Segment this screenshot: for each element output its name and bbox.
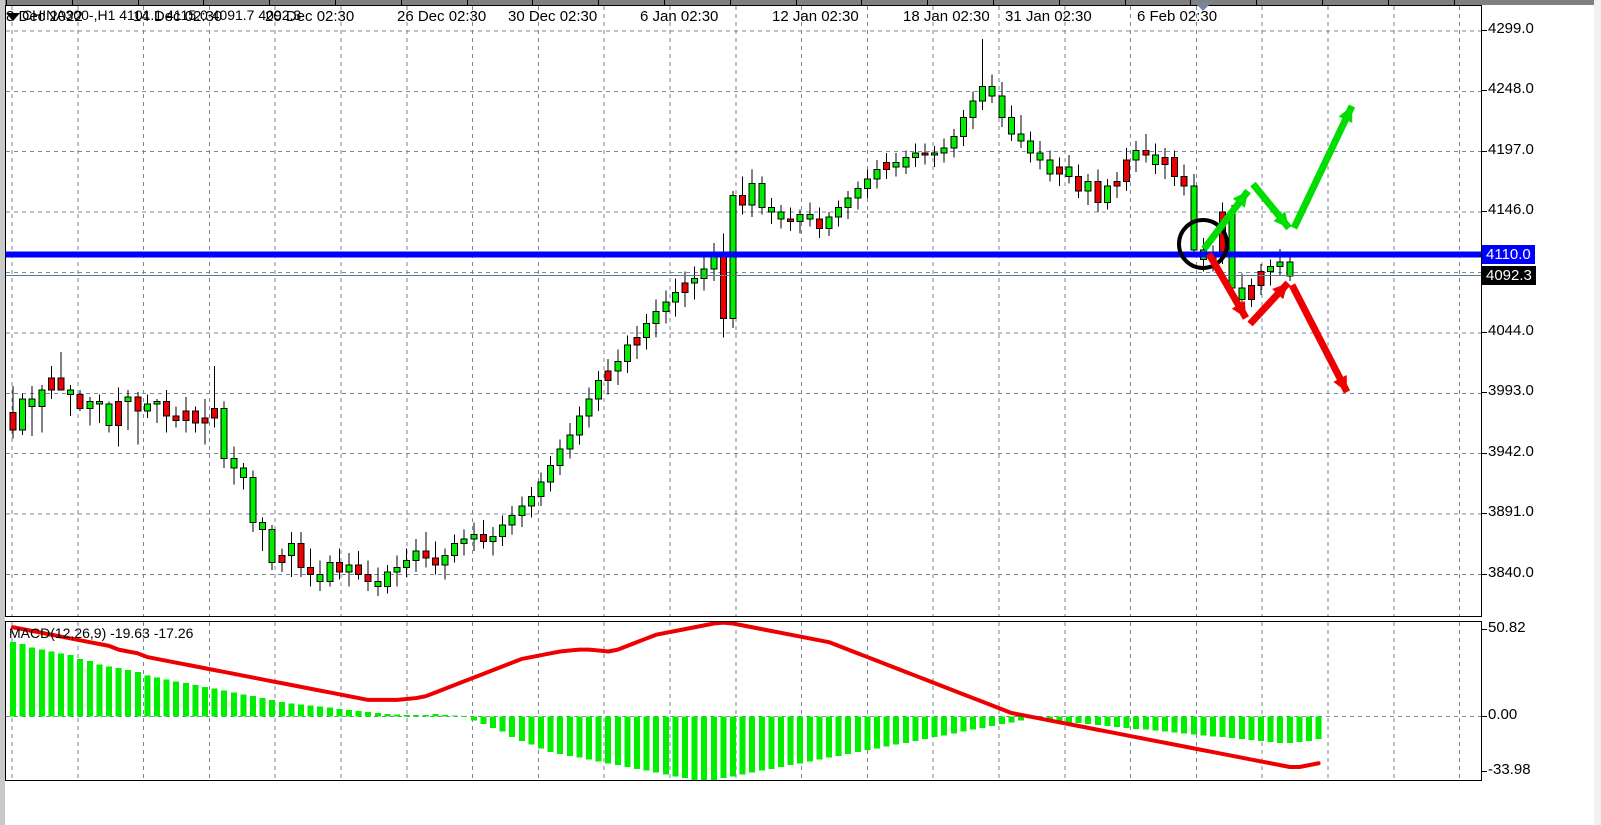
time-tick-mark: [6, 0, 7, 6]
price-tick-label: 4146.0: [1488, 201, 1534, 219]
time-tick-mark: [795, 0, 797, 6]
macd-tick-mark: [1482, 715, 1487, 717]
price-tick-mark: [1482, 331, 1487, 333]
time-tick-mark: [1058, 0, 1060, 6]
collapse-arrow-icon[interactable]: [6, 13, 20, 21]
price-tick-label: 3942.0: [1488, 442, 1534, 460]
price-tick-label: 3891.0: [1488, 503, 1534, 521]
window-right-pad: [1594, 0, 1601, 825]
time-tick-mark: [993, 0, 994, 6]
macd-tick-mark: [1482, 629, 1487, 630]
time-tick-label: 8 Dec 2022: [6, 8, 83, 25]
macd-tick-mark: [1482, 771, 1487, 772]
time-tick-label: 26 Dec 02:30: [397, 8, 487, 25]
time-tick-label: 31 Jan 02:30: [1005, 8, 1092, 25]
time-tick-mark: [1322, 0, 1323, 6]
price-tick-label: 3993.0: [1488, 382, 1534, 400]
time-tick-mark: [466, 0, 468, 6]
macd-axis: 50.82 0.00 -33.98: [1482, 619, 1594, 781]
price-tick-mark: [1482, 150, 1487, 152]
price-tick-mark: [1482, 90, 1487, 92]
current-price-chip: 4092.3: [1482, 265, 1536, 285]
time-tick-mark: [1387, 0, 1389, 6]
time-tick-mark: [1124, 0, 1126, 6]
time-tick-label: 20 Dec 02:30: [265, 8, 355, 25]
time-tick-mark: [927, 0, 929, 6]
price-tick-mark: [1482, 29, 1487, 31]
time-tick-mark: [137, 0, 139, 6]
time-tick-mark: [400, 0, 402, 6]
time-tick-mark: [729, 0, 731, 6]
macd-plot: [6, 622, 1481, 780]
macd-tick-label: -33.98: [1488, 761, 1531, 778]
window-top-bar: [0, 0, 1601, 5]
time-tick-mark: [532, 0, 534, 6]
macd-indicator-label: MACD(12,26,9) -19.63 -17.26: [9, 625, 194, 641]
time-tick-mark: [1190, 0, 1192, 6]
price-tick-mark: [1482, 211, 1487, 213]
price-plot: [6, 6, 1481, 616]
price-tick-mark: [1482, 513, 1487, 515]
time-tick-mark: [335, 0, 336, 6]
time-tick-label: 6 Feb 02:30: [1137, 8, 1218, 25]
time-tick-mark: [1256, 0, 1258, 6]
time-tick-mark: [269, 0, 271, 6]
time-tick-label: 30 Dec 02:30: [508, 8, 598, 25]
price-tick-label: 4197.0: [1488, 140, 1534, 158]
price-tick-label: 4299.0: [1488, 19, 1534, 37]
price-tick-label: 3840.0: [1488, 563, 1534, 581]
window-left-bar: [0, 0, 5, 825]
time-tick-mark: [861, 0, 863, 6]
time-tick-mark: [203, 0, 205, 6]
symbol-ohlc-label: CHINA300-,H1 4101.1 4115.0 4091.7 4092.3: [22, 7, 302, 23]
price-tick-mark: [1482, 573, 1487, 575]
time-tick-label: 14 Dec 02:30: [133, 8, 223, 25]
price-tick-label: 4044.0: [1488, 321, 1534, 339]
macd-tick-label: 0.00: [1488, 705, 1518, 723]
time-tick-mark: [664, 0, 665, 6]
support-price-chip[interactable]: 4110.0: [1482, 244, 1535, 264]
price-tick-label: 4248.0: [1488, 80, 1534, 98]
crosshair-marker-icon: [1194, 2, 1212, 11]
price-chart-pane[interactable]: [5, 5, 1482, 617]
time-tick-label: 6 Jan 02:30: [640, 8, 719, 25]
time-tick-label: 18 Jan 02:30: [903, 8, 990, 25]
time-tick-mark: [1453, 0, 1455, 6]
price-axis[interactable]: 4299.0 4248.0 4197.0 4146.0 4044.0 3993.0 3942…: [1482, 5, 1594, 617]
time-tick-label: 12 Jan 02:30: [772, 8, 859, 25]
macd-indicator-pane[interactable]: [5, 621, 1482, 781]
price-tick-mark: [1482, 452, 1487, 454]
macd-tick-label: 50.82: [1488, 619, 1526, 636]
time-tick-mark: [71, 0, 73, 6]
time-tick-mark: [598, 0, 600, 6]
price-tick-mark: [1482, 392, 1487, 394]
